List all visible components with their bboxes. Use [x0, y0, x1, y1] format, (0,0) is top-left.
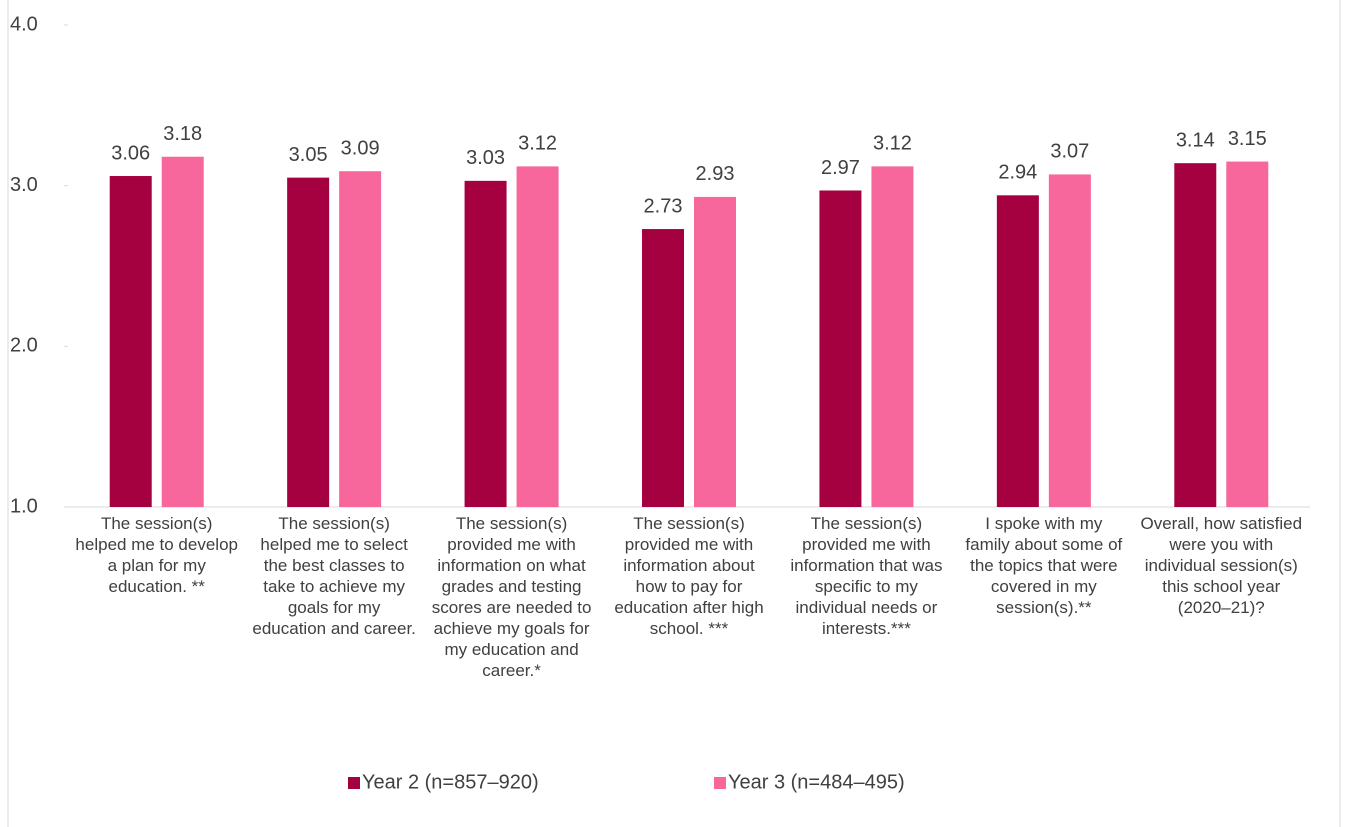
- legend-label: Year 3 (n=484–495): [728, 771, 905, 793]
- bar: [996, 195, 1039, 507]
- value-label: 3.12: [518, 133, 557, 155]
- x-tick-label: The session(s) provided me with informat…: [790, 514, 943, 638]
- bar: [819, 190, 862, 507]
- value-label: 3.14: [1176, 129, 1215, 151]
- y-tick-label: 4.0: [10, 13, 38, 35]
- value-label: 3.12: [873, 133, 912, 155]
- bar: [339, 171, 382, 507]
- value-label: 2.97: [821, 157, 860, 179]
- legend-swatch: [348, 777, 360, 789]
- y-tick-label: 3.0: [10, 174, 38, 196]
- y-tick-label: 2.0: [10, 335, 38, 357]
- value-label: 3.15: [1228, 128, 1267, 150]
- value-label: 3.03: [466, 147, 505, 169]
- bar: [642, 229, 684, 507]
- x-tick-label: The session(s) provided me with informat…: [431, 514, 592, 680]
- bar: [161, 156, 204, 507]
- bar: [1048, 174, 1091, 508]
- bar: [109, 176, 152, 507]
- bar: [464, 180, 507, 507]
- bar: [516, 166, 559, 508]
- x-tick-label: The session(s) helped me to select the b…: [252, 514, 416, 638]
- legend-label: Year 2 (n=857–920): [362, 771, 539, 793]
- bar: [871, 166, 914, 508]
- bar: [287, 177, 330, 507]
- bar: [694, 196, 736, 507]
- bar: [1226, 161, 1269, 508]
- value-label: 2.73: [644, 195, 683, 217]
- y-tick-label: 1.0: [10, 495, 38, 517]
- value-label: 3.09: [341, 137, 380, 159]
- bar: [1174, 163, 1217, 507]
- value-label: 3.06: [111, 142, 150, 164]
- value-label: 2.94: [998, 162, 1037, 184]
- value-label: 3.07: [1050, 141, 1089, 163]
- legend-swatch: [714, 777, 726, 789]
- value-label: 3.18: [163, 123, 202, 145]
- x-tick-label: The session(s) helped me to develop a pl…: [75, 514, 238, 596]
- x-tick-label: I spoke with my family about some of the…: [965, 514, 1123, 617]
- value-label: 2.93: [696, 163, 735, 185]
- x-tick-label: Overall, how satisfied were you with ind…: [1140, 514, 1303, 617]
- x-tick-label: The session(s) provided me with informat…: [614, 514, 764, 638]
- value-label: 3.05: [289, 144, 328, 166]
